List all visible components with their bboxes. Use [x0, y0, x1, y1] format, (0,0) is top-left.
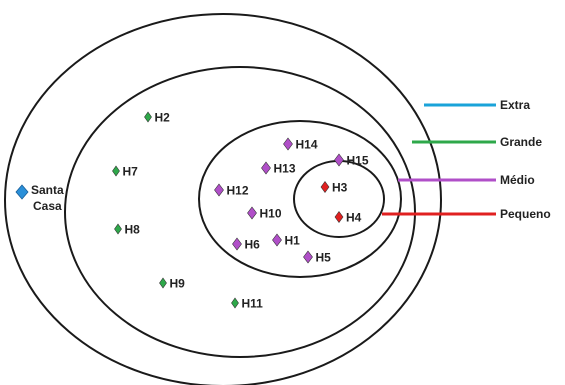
hospital-node-h3: H3	[320, 180, 348, 195]
hospital-label-h3: H3	[332, 181, 348, 195]
hospital-marker-h1	[272, 233, 282, 247]
hospital-marker-h14	[283, 137, 293, 151]
hospital-label-h7: H7	[123, 165, 139, 179]
hospital-node-h13: H13	[261, 161, 296, 176]
hospital-node-h1: H1	[272, 233, 301, 248]
hospital-marker-h11	[231, 297, 239, 309]
hospital-label-h11: H11	[242, 297, 264, 311]
hospital-node-h12: H12	[214, 183, 249, 198]
hospital-label-h1: H1	[285, 234, 301, 248]
hospital-label-h14: H14	[296, 138, 318, 152]
ring-extra	[4, 13, 442, 385]
hospital-marker-h9	[159, 277, 167, 289]
hospital-node-h15: H15	[334, 153, 369, 168]
hospital-marker-h12	[214, 183, 224, 197]
hospital-node-h6: H6	[232, 237, 261, 252]
hospital-marker-h6	[232, 237, 242, 251]
hospital-node-h14: H14	[283, 137, 318, 152]
ring-pequeno	[293, 160, 385, 238]
hospital-label-h4: H4	[346, 211, 362, 225]
hospital-marker-h8	[114, 223, 122, 235]
hospital-marker-h15	[334, 153, 344, 167]
hospital-marker-h13	[261, 161, 271, 175]
hospital-label-h15: H15	[347, 154, 369, 168]
ring-medio	[198, 120, 402, 278]
santa-casa-marker	[15, 184, 29, 200]
hospital-label-h6: H6	[245, 238, 261, 252]
legend-label-pequeno: Pequeno	[500, 207, 551, 221]
hospital-node-h11: H11	[231, 297, 264, 311]
hospital-node-h4: H4	[334, 210, 362, 225]
santa-casa-label-line2: Casa	[33, 199, 62, 213]
legend-label-medio: Médio	[500, 173, 535, 187]
hospital-node-h7: H7	[112, 165, 139, 179]
legend-label-extra: Extra	[500, 98, 530, 112]
hospital-marker-h2	[144, 111, 152, 123]
hospital-label-h13: H13	[274, 162, 296, 176]
hospital-label-h9: H9	[170, 277, 186, 291]
santa-casa-label-line1: Santa	[31, 183, 64, 197]
hospital-node-h9: H9	[159, 277, 186, 291]
hospital-label-h10: H10	[260, 207, 282, 221]
hospital-node-h5: H5	[303, 250, 332, 265]
hospital-label-h2: H2	[155, 111, 171, 125]
hospital-label-h5: H5	[316, 251, 332, 265]
hospital-marker-h4	[334, 210, 344, 224]
hospital-marker-h5	[303, 250, 313, 264]
hospital-node-h10: H10	[247, 206, 282, 221]
ring-grande	[64, 66, 416, 358]
hospital-node-h8: H8	[114, 223, 141, 237]
hospital-label-h12: H12	[227, 184, 249, 198]
legend-label-grande: Grande	[500, 135, 542, 149]
hospital-marker-h3	[320, 180, 330, 194]
hospital-marker-h10	[247, 206, 257, 220]
hospital-marker-h7	[112, 165, 120, 177]
hospital-label-h8: H8	[125, 223, 141, 237]
hospital-node-h2: H2	[144, 111, 171, 125]
